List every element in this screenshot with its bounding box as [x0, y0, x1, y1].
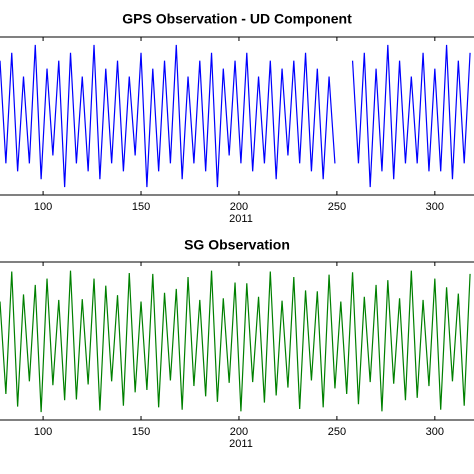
signal-line	[0, 44, 471, 188]
chart-title: GPS Observation - UD Component	[122, 11, 352, 27]
x-tick-label: 200	[230, 426, 248, 438]
x-tick-label: 300	[426, 426, 444, 438]
x-tick-label: 100	[34, 201, 52, 213]
x-tick-label: 100	[34, 426, 52, 438]
x-tick-label: 150	[132, 201, 150, 213]
x-tick-label: 200	[230, 201, 248, 213]
x-tick-label: 300	[426, 201, 444, 213]
plot-frame	[0, 261, 474, 421]
x-axis-label: 2011	[229, 438, 253, 450]
x-tick-label: 250	[328, 201, 346, 213]
x-tick-label: 250	[328, 426, 346, 438]
x-axis-label: 2011	[229, 213, 253, 225]
chart-title: SG Observation	[184, 237, 290, 253]
x-tick-label: 150	[132, 426, 150, 438]
signal-line	[0, 270, 471, 413]
